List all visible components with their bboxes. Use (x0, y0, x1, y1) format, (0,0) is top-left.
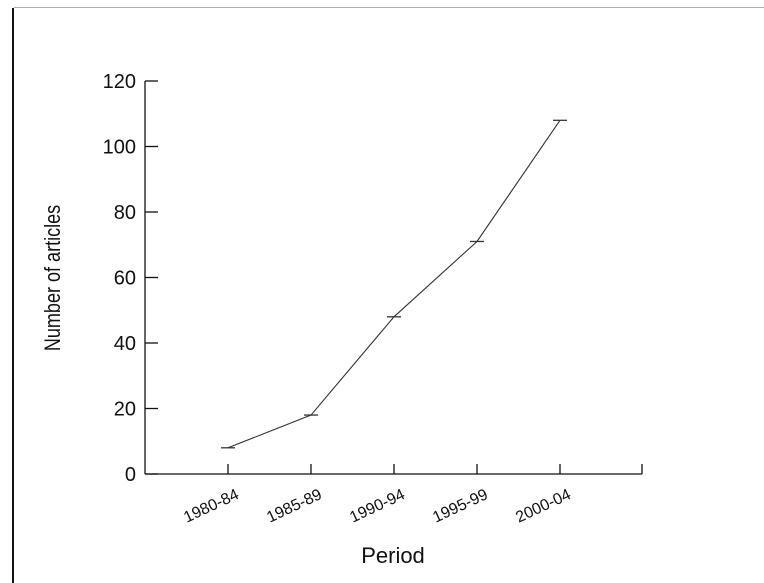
series-line (221, 119, 567, 449)
x-tick-label: 1980-84 (181, 486, 241, 526)
y-tick-label: 0 (125, 464, 136, 486)
y-tick-label: 100 (103, 137, 136, 159)
y-tick-label: 80 (114, 202, 136, 224)
axes (144, 80, 643, 475)
y-tick-label: 20 (114, 399, 136, 421)
series-line-path (227, 119, 561, 449)
x-tick-label: 1985-89 (264, 486, 324, 526)
y-tick-label: 60 (114, 268, 136, 290)
y-axis-title: Number of articles (41, 205, 65, 351)
y-tick-label: 120 (103, 71, 136, 93)
y-tick-label: 40 (114, 333, 136, 355)
x-axis-title: Period (361, 543, 425, 568)
tick-labels: 0 20 40 60 80 100 120 1980-84 1985-89 1990-94 1995… (103, 71, 574, 526)
x-tick-label: 1995-99 (430, 486, 490, 526)
frame-left-border (12, 8, 14, 583)
frame-top-border (14, 7, 764, 8)
x-tick-label: 1990-94 (347, 486, 407, 526)
x-tick-label: 2000-04 (513, 486, 573, 526)
